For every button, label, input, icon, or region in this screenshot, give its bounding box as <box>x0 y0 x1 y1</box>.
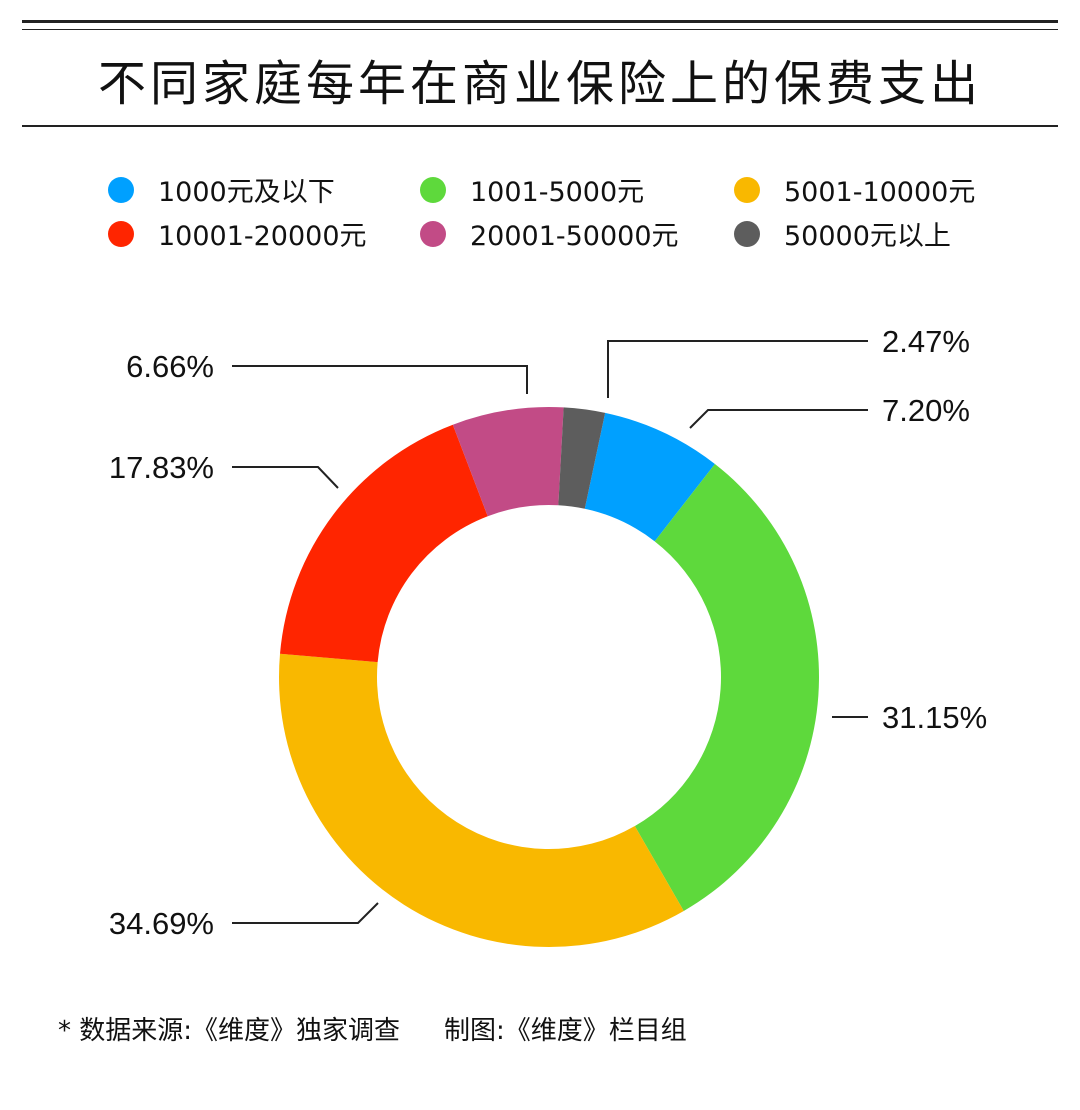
slice-value-label: 34.69% <box>109 906 214 941</box>
leader-line <box>232 466 339 489</box>
chart-title: 不同家庭每年在商业保险上的保费支出 <box>97 56 982 112</box>
donut-slice <box>452 407 564 517</box>
top-rule-thick <box>22 20 1058 23</box>
legend-item: 1000元及以下 <box>108 170 335 209</box>
legend-item: 10001-20000元 <box>108 214 367 253</box>
legend-swatch <box>734 220 760 247</box>
credit-note: 制图:《维度》栏目组 <box>444 1016 687 1046</box>
legend-item: 20001-50000元 <box>420 214 679 253</box>
legend-item: 5001-10000元 <box>734 170 975 209</box>
donut-slice <box>584 412 715 542</box>
legend-label: 5001-10000元 <box>784 177 976 208</box>
leader-line <box>232 902 379 924</box>
slice-value-label: 31.15% <box>882 700 987 735</box>
legend-label: 50000元以上 <box>784 221 951 252</box>
slice-value-label: 17.83% <box>109 450 214 485</box>
slice-value-label: 6.66% <box>126 349 214 384</box>
footer: * 数据来源:《维度》独家调查 制图:《维度》栏目组 <box>58 1010 687 1047</box>
legend-item: 1001-5000元 <box>420 170 644 209</box>
slice-value-label: 2.47% <box>882 324 970 359</box>
legend-swatch <box>420 220 446 247</box>
donut-chart: 7.20% 31.15% 34.69% 17.83% 6.66% 2.47% <box>109 324 987 947</box>
legend-label: 10001-20000元 <box>158 221 367 252</box>
donut-slice <box>634 464 819 911</box>
legend-label: 20001-50000元 <box>470 221 679 252</box>
donut-slice <box>279 653 684 947</box>
leader-line <box>607 340 868 398</box>
legend-swatch <box>108 220 134 247</box>
legend-label: 1000元及以下 <box>158 177 335 208</box>
legend-swatch <box>734 176 760 203</box>
slice-value-label: 7.20% <box>882 393 970 428</box>
title-underline <box>22 125 1058 127</box>
legend-swatch <box>108 176 134 203</box>
donut-slice <box>280 424 488 663</box>
leader-line <box>232 365 528 394</box>
legend-label: 1001-5000元 <box>470 177 645 208</box>
source-note: * 数据来源:《维度》独家调查 <box>58 1016 401 1046</box>
leader-line <box>689 409 868 429</box>
top-rule-thin <box>22 29 1058 30</box>
donut-slice <box>558 407 606 509</box>
legend-item: 50000元以上 <box>734 214 951 253</box>
legend-swatch <box>420 176 446 203</box>
